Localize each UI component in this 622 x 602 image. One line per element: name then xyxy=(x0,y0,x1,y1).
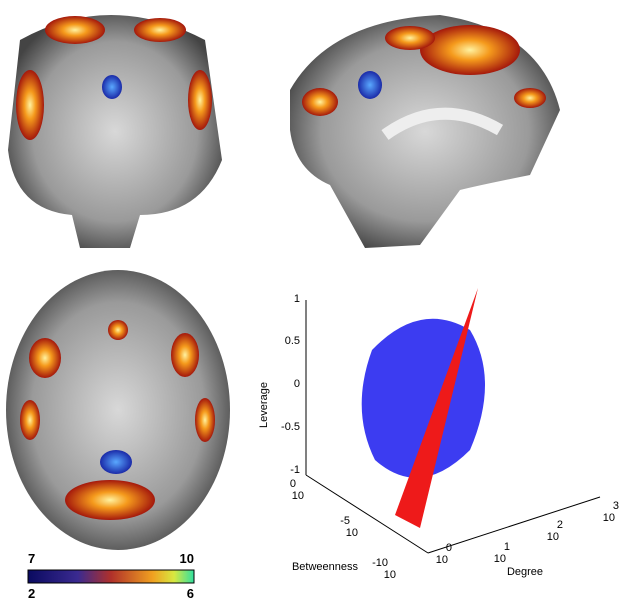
x-tick-base: 10 xyxy=(346,527,358,539)
colorbar-label: 2 xyxy=(28,586,35,601)
x-tick-base: 10 xyxy=(292,490,304,502)
z-tick-label: 0 xyxy=(294,378,300,390)
y-tick-exponent: 2 xyxy=(557,519,563,531)
scatter-3d xyxy=(305,288,601,554)
x-tick-base: 10 xyxy=(384,569,396,581)
z-tick-label: -1 xyxy=(290,464,300,476)
y-axis-label: Degree xyxy=(507,566,543,578)
x-tick-exponent: 0 xyxy=(290,478,296,490)
y-tick-exponent: 0 xyxy=(446,542,452,554)
x-tick-exponent: -5 xyxy=(340,515,350,527)
z-tick-label: -0.5 xyxy=(281,421,300,433)
sagittal-slice xyxy=(290,15,560,248)
y-tick-base: 10 xyxy=(603,512,615,524)
y-tick-base: 10 xyxy=(494,553,506,565)
x-tick-exponent: -10 xyxy=(372,557,388,569)
x-axis-label: Betweenness xyxy=(292,561,359,573)
coronal-slice xyxy=(8,15,222,248)
axial-slice xyxy=(6,270,230,550)
colorbar-label: 6 xyxy=(187,586,194,601)
colorbar xyxy=(27,569,195,584)
z-tick-label: 1 xyxy=(294,293,300,305)
y-tick-base: 10 xyxy=(436,554,448,566)
z-axis-label: Leverage xyxy=(258,382,270,428)
z-tick-label: 0.5 xyxy=(285,335,300,347)
y-tick-exponent: 1 xyxy=(504,541,510,553)
colorbar-label: 10 xyxy=(180,551,194,566)
y-tick-base: 10 xyxy=(547,531,559,543)
y-tick-exponent: 3 xyxy=(613,500,619,512)
colorbar-label: 7 xyxy=(28,551,35,566)
